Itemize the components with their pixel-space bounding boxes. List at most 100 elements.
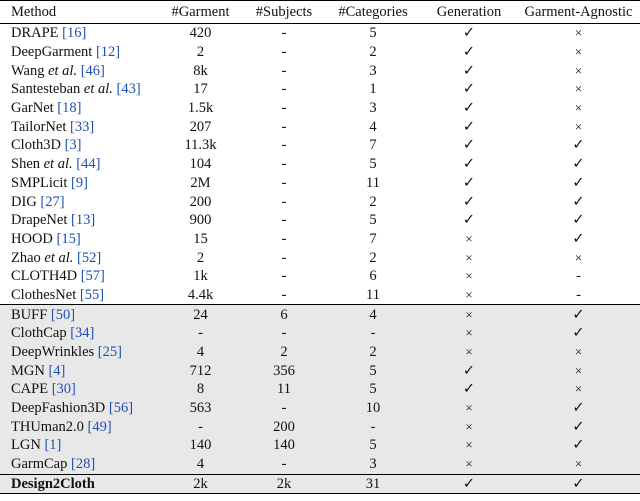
method-name: ClothCap [11, 325, 67, 342]
method-cell: DeepFashion3D [56] [0, 398, 158, 418]
garment-agnostic-cell: - [576, 286, 581, 303]
categories-count-cell: 4 [325, 304, 421, 324]
generation-cell: ✓ [462, 81, 476, 98]
subjects-count-cell: - [281, 81, 287, 98]
categories-count-cell: 6 [369, 268, 377, 285]
table-body: DRAPE [16] 420-5 ✓ × DeepGarment [12] 2-2 ✓ × Wa… [0, 24, 640, 495]
garment-agnostic-cell: ✓ [517, 398, 640, 418]
generation-cell: × [421, 342, 517, 362]
subjects-count-cell: - [281, 156, 287, 173]
method-name: Wang [11, 62, 45, 79]
garment-count-cell: 1k [193, 268, 208, 285]
method-cell: CLOTH4D [57] [0, 267, 158, 286]
garment-agnostic-cell: × [517, 342, 640, 362]
citation-link[interactable]: [18] [57, 100, 82, 117]
table-row: DRAPE [16] 420 - 5 ✓ × [0, 24, 640, 43]
garment-agnostic-cell: × [574, 249, 583, 265]
citation-link[interactable]: [12] [95, 44, 121, 61]
subjects-count-cell: 6 [243, 304, 325, 324]
citation-link[interactable]: [52] [77, 249, 102, 266]
col-header-generation: Generation [436, 4, 502, 20]
citation-link[interactable]: [3] [64, 137, 82, 154]
citation-link[interactable]: [55] [79, 286, 105, 303]
method-name: Design2Cloth [11, 475, 95, 492]
generation-cell: × [421, 324, 517, 343]
garment-agnostic-cell: × [574, 118, 583, 134]
citation-link[interactable]: [1] [44, 437, 62, 454]
citation-link[interactable]: [34] [70, 325, 95, 342]
citation-link[interactable]: [13] [70, 212, 96, 229]
citation-link[interactable]: [15] [56, 230, 81, 247]
generation-cell: × [421, 304, 517, 324]
categories-count-cell: 10 [325, 398, 421, 418]
col-header-categories: #Categories [338, 4, 408, 20]
table-row: Santesteban et al. [43] 17 - 1 ✓ × [0, 80, 640, 99]
garment-count-cell: 563 [158, 398, 243, 418]
garment-count-cell: 4.4k [187, 286, 214, 303]
categories-count-cell: 31 [325, 473, 421, 495]
citation-link[interactable]: [46] [80, 62, 105, 79]
categories-count-cell: 1 [369, 81, 377, 98]
garment-count-cell: 104 [189, 156, 212, 173]
subjects-count-cell: - [281, 193, 287, 210]
categories-count-cell: 5 [325, 380, 421, 399]
garment-agnostic-cell: × [517, 454, 640, 474]
method-cell: HOOD [15] [0, 230, 158, 249]
subjects-count-cell: - [281, 44, 287, 61]
citation-link[interactable]: [57] [80, 268, 105, 285]
method-cell: MGN [4] [0, 361, 158, 381]
garment-agnostic-cell: ✓ [572, 212, 585, 229]
generation-cell: ✓ [462, 193, 476, 210]
method-cell: SMPLicit [9] [0, 174, 158, 193]
method-name: BUFF [11, 306, 48, 323]
subjects-count-cell: 356 [243, 361, 325, 381]
method-cell: Wang et al. [46] [0, 61, 158, 80]
garment-count-cell: 8k [193, 62, 208, 79]
citation-link[interactable]: [25] [97, 344, 122, 361]
subjects-count-cell: - [243, 398, 325, 418]
citation-link[interactable]: [27] [40, 193, 65, 210]
citation-link[interactable]: [44] [76, 156, 101, 173]
categories-count-cell: 3 [325, 454, 421, 474]
citation-link[interactable]: [33] [69, 118, 95, 135]
categories-count-cell: - [325, 324, 421, 343]
garment-count-cell: 1.5k [187, 100, 214, 117]
generation-cell: ✓ [462, 44, 476, 61]
table-row: SMPLicit [9] 2M - 11 ✓ ✓ [0, 174, 640, 193]
method-cell: GarNet [18] [0, 99, 158, 118]
method-name: SMPLicit [11, 174, 68, 191]
table-row: DrapeNet [13] 900 - 5 ✓ ✓ [0, 211, 640, 230]
subjects-count-cell: 11 [243, 380, 325, 399]
method-cell: Shen et al. [44] [0, 155, 158, 174]
method-cell: Cloth3D [3] [0, 136, 158, 155]
categories-count-cell: 7 [369, 137, 377, 154]
citation-link[interactable]: [50] [50, 306, 76, 323]
method-name: DrapeNet [11, 212, 68, 229]
citation-link[interactable]: [28] [71, 456, 96, 473]
citation-link[interactable]: [56] [108, 400, 134, 417]
generation-cell: × [421, 417, 517, 437]
method-cell: Santesteban et al. [43] [0, 80, 158, 99]
citation-link[interactable]: [9] [71, 174, 88, 191]
garment-count-cell: 140 [158, 436, 243, 455]
table-row: ClothesNet [55] 4.4k - 11 × - [0, 286, 640, 305]
garment-count-cell: 11.3k [184, 137, 217, 154]
citation-link[interactable]: [43] [116, 81, 141, 98]
method-cell: Zhao et al. [52] [0, 248, 158, 267]
citation-link[interactable]: [16] [62, 25, 87, 42]
garment-count-cell: 200 [189, 193, 212, 210]
generation-cell: × [421, 398, 517, 418]
subjects-count-cell: 140 [243, 436, 325, 455]
citation-link[interactable]: [4] [48, 362, 66, 379]
citation-link[interactable]: [49] [87, 418, 112, 435]
method-name: DRAPE [11, 25, 59, 42]
garment-agnostic-cell: ✓ [572, 174, 585, 191]
header-row: Method #Garment #Subjects #Categories Ge… [0, 0, 640, 24]
categories-count-cell: 3 [369, 100, 377, 117]
categories-count-cell: 5 [325, 361, 421, 381]
categories-count-cell: 2 [369, 193, 377, 210]
garment-agnostic-cell: ✓ [572, 137, 585, 154]
method-name: TailorNet [11, 118, 67, 135]
citation-link[interactable]: [30] [51, 381, 76, 398]
garment-agnostic-cell: ✓ [517, 473, 640, 495]
